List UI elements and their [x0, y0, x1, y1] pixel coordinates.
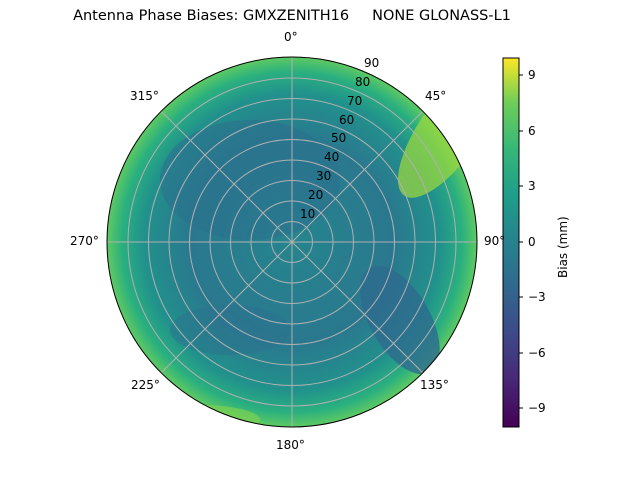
- angle-tick: 135°: [420, 378, 449, 392]
- radial-tick: 80: [355, 75, 371, 89]
- radial-tick: 40: [324, 150, 340, 164]
- plot-border: [106, 56, 478, 428]
- colorbar-tick: 6: [528, 124, 536, 138]
- angle-tick: 225°: [131, 378, 160, 392]
- angle-tick: 315°: [130, 89, 159, 103]
- angle-tick: 90°: [484, 234, 506, 248]
- colorbar-tick: −9: [528, 401, 546, 415]
- radial-tick: 60: [339, 113, 355, 127]
- radial-tick: 20: [308, 188, 324, 202]
- radial-tick: 90: [364, 56, 380, 70]
- colorbar-tick: −6: [528, 346, 546, 360]
- radial-tick: 50: [331, 131, 347, 145]
- angle-tick: 45°: [425, 89, 447, 103]
- colorbar-tick: 0: [528, 235, 536, 249]
- colorbar: [502, 57, 520, 428]
- angle-tick: 270°: [70, 234, 99, 248]
- angle-tick: 180°: [276, 438, 305, 452]
- colorbar-tick: 9: [528, 68, 536, 82]
- colorbar-tick: −3: [528, 290, 546, 304]
- chart-title: Antenna Phase Biases: GMXZENITH16 NONE G…: [73, 8, 511, 24]
- radial-tick: 70: [347, 94, 363, 108]
- radial-tick: 30: [316, 169, 332, 183]
- colorbar-label: Bias (mm): [556, 216, 570, 278]
- radial-tick: 10: [300, 207, 316, 221]
- grid-lines: [107, 57, 477, 427]
- angle-tick: 0°: [284, 30, 298, 44]
- colorbar-tick: 3: [528, 179, 536, 193]
